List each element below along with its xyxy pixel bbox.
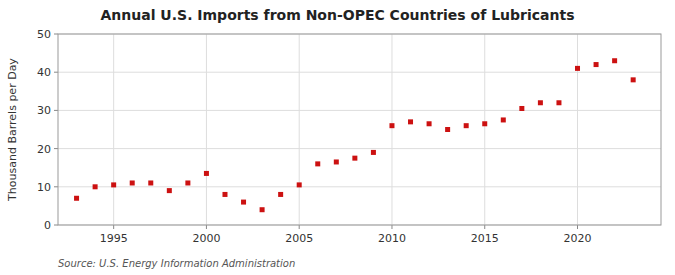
point bbox=[74, 196, 79, 201]
x-tick-label: 2020 bbox=[564, 232, 592, 245]
point bbox=[445, 127, 450, 132]
point bbox=[612, 58, 617, 63]
point bbox=[130, 180, 135, 185]
y-tick bbox=[54, 225, 58, 226]
point bbox=[297, 182, 302, 187]
y-tick-label: 10 bbox=[37, 181, 51, 194]
x-tick bbox=[113, 225, 114, 229]
point bbox=[93, 184, 98, 189]
source-note: Source: U.S. Energy Information Administ… bbox=[58, 258, 295, 269]
point bbox=[315, 161, 320, 166]
point bbox=[204, 171, 209, 176]
y-tick-label: 50 bbox=[37, 28, 51, 41]
y-grid-line bbox=[58, 72, 661, 73]
point bbox=[575, 66, 580, 71]
y-axis-label: Thousand Barrels per Day bbox=[6, 58, 19, 202]
point bbox=[482, 121, 487, 126]
y-tick-label: 40 bbox=[37, 66, 51, 79]
x-tick-label: 2010 bbox=[378, 232, 406, 245]
y-tick bbox=[54, 148, 58, 149]
point bbox=[352, 156, 357, 161]
x-tick bbox=[484, 225, 485, 229]
y-tick-label: 30 bbox=[37, 104, 51, 117]
point bbox=[334, 159, 339, 164]
point bbox=[167, 188, 172, 193]
point bbox=[111, 182, 116, 187]
point bbox=[464, 123, 469, 128]
x-tick-label: 1995 bbox=[100, 232, 128, 245]
x-tick bbox=[206, 225, 207, 229]
y-grid-line bbox=[58, 148, 661, 149]
y-tick-label: 20 bbox=[37, 143, 51, 156]
x-grid-line bbox=[577, 34, 578, 225]
point bbox=[222, 192, 227, 197]
x-grid-line bbox=[206, 34, 207, 225]
x-grid-line bbox=[113, 34, 114, 225]
x-tick-label: 2015 bbox=[471, 232, 499, 245]
x-tick-label: 2000 bbox=[192, 232, 220, 245]
y-tick bbox=[54, 186, 58, 187]
title: Annual U.S. Imports from Non-OPEC Countr… bbox=[101, 7, 575, 23]
x-tick bbox=[391, 225, 392, 229]
point bbox=[260, 207, 265, 212]
point bbox=[371, 150, 376, 155]
point bbox=[278, 192, 283, 197]
y-tick bbox=[54, 110, 58, 111]
point bbox=[519, 106, 524, 111]
point bbox=[501, 117, 506, 122]
point bbox=[556, 100, 561, 105]
point bbox=[631, 77, 636, 82]
x-grid-line bbox=[484, 34, 485, 225]
point bbox=[185, 180, 190, 185]
point bbox=[427, 121, 432, 126]
plot-frame bbox=[58, 34, 661, 225]
y-grid-line bbox=[58, 110, 661, 111]
x-grid-line bbox=[299, 34, 300, 225]
y-grid-line bbox=[58, 186, 661, 187]
point bbox=[408, 119, 413, 124]
x-tick bbox=[299, 225, 300, 229]
x-grid-line bbox=[391, 34, 392, 225]
y-tick bbox=[54, 72, 58, 73]
grid bbox=[58, 34, 661, 225]
x-tick-label: 2005 bbox=[285, 232, 313, 245]
point bbox=[594, 62, 599, 67]
chart: Annual U.S. Imports from Non-OPEC Countr… bbox=[0, 0, 675, 275]
point bbox=[538, 100, 543, 105]
point bbox=[148, 180, 153, 185]
y-tick-label: 0 bbox=[44, 219, 51, 232]
points bbox=[74, 58, 636, 212]
point bbox=[389, 123, 394, 128]
point bbox=[241, 200, 246, 205]
x-tick bbox=[577, 225, 578, 229]
y-tick bbox=[54, 34, 58, 35]
